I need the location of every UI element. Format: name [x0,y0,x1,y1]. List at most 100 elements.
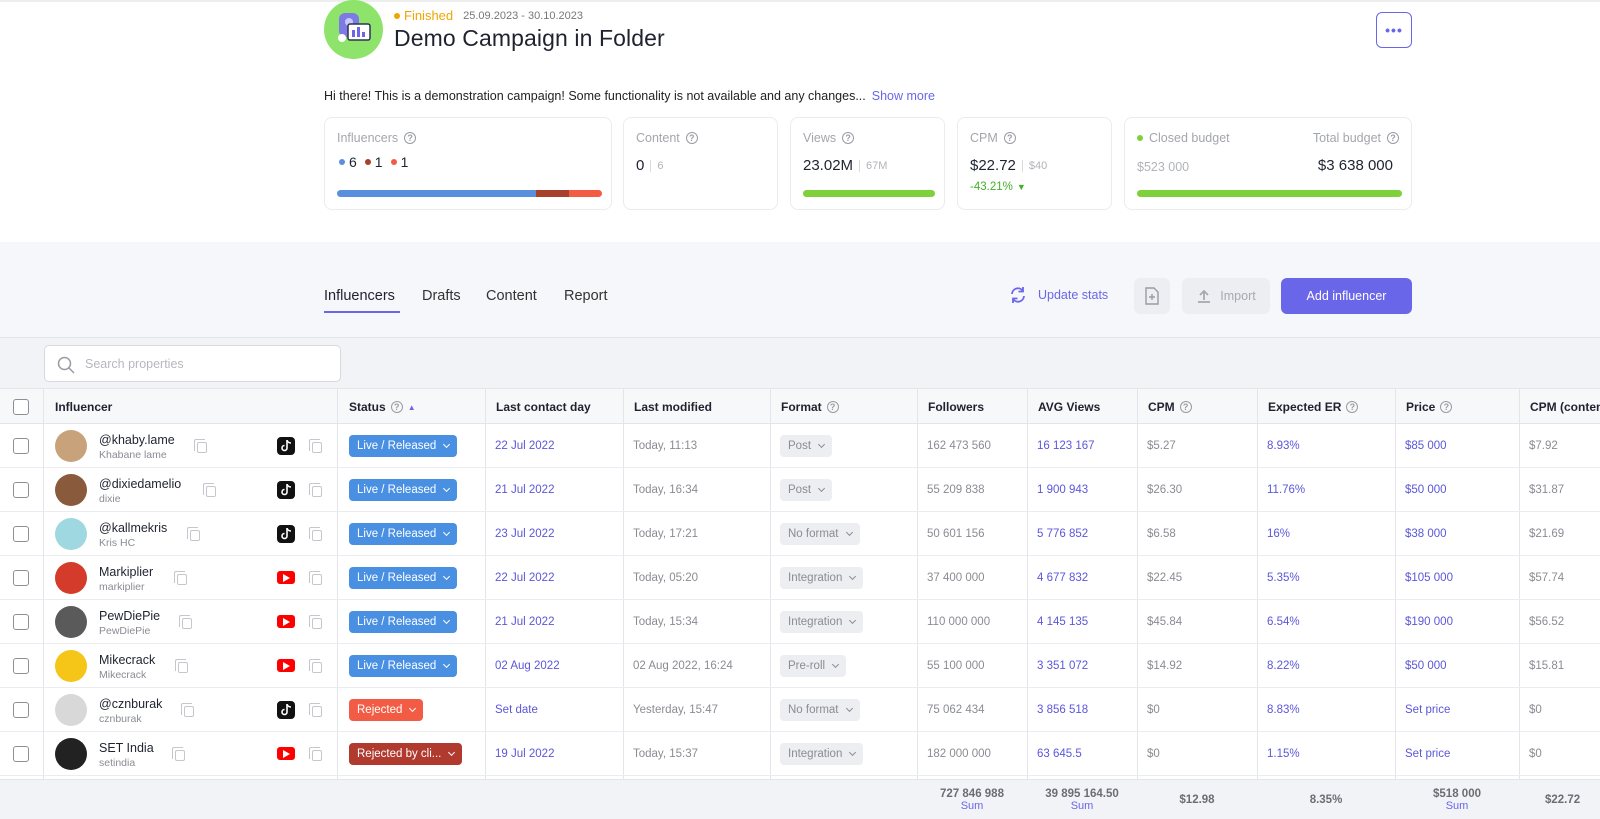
format-dropdown[interactable]: Integration [780,743,864,765]
row-checkbox[interactable] [13,438,29,454]
avatar[interactable] [55,606,87,638]
update-stats-button[interactable]: Update stats [1008,285,1108,305]
tiktok-icon[interactable] [277,525,295,543]
avatar[interactable] [55,738,87,770]
status-dropdown[interactable]: Live / Released [349,435,458,457]
tiktok-icon[interactable] [277,701,295,719]
table-row[interactable]: @khaby.lame Khabane lame Live / Released 22… [0,424,1600,468]
tab-influencers[interactable]: Influencers [324,288,395,304]
last-contact-day[interactable]: Set date [495,704,538,716]
avatar[interactable] [55,518,87,550]
row-checkbox[interactable] [13,614,29,630]
table-row[interactable]: @kallmekris Kris HC Live / Released 23 Jul … [0,512,1600,556]
column-format[interactable]: Format? [771,389,839,425]
expected-er[interactable]: 1.15% [1267,748,1300,760]
last-contact-day[interactable]: 22 Jul 2022 [495,440,555,452]
avatar[interactable] [55,474,87,506]
tiktok-icon[interactable] [277,437,295,455]
table-row[interactable]: PewDiePie PewDiePie Live / Released 21 Jul … [0,600,1600,644]
status-dropdown[interactable]: Live / Released [349,479,458,501]
status-dropdown[interactable]: Live / Released [349,655,458,677]
table-row[interactable]: Mikecrack Mikecrack Live / Released 02 Aug … [0,644,1600,688]
copy-icon[interactable] [309,439,322,453]
last-contact-day[interactable]: 23 Jul 2022 [495,528,555,540]
price[interactable]: $50 000 [1405,484,1447,496]
column-price[interactable]: Price? [1396,389,1453,425]
table-row[interactable]: @cznburak cznburak Rejected Set date Yesterd… [0,688,1600,732]
copy-icon[interactable] [181,703,194,717]
expected-er[interactable]: 5.35% [1267,572,1300,584]
price[interactable]: $190 000 [1405,616,1453,628]
last-contact-day[interactable]: 19 Jul 2022 [495,748,555,760]
column-followers[interactable]: Followers [928,400,985,414]
export-file-button[interactable] [1134,278,1170,314]
row-checkbox[interactable] [13,702,29,718]
copy-icon[interactable] [174,571,187,585]
price[interactable]: $105 000 [1405,572,1453,584]
avatar[interactable] [55,694,87,726]
row-checkbox[interactable] [13,482,29,498]
avg-views[interactable]: 63 645.5 [1037,748,1082,760]
avg-views[interactable]: 16 123 167 [1037,440,1095,452]
help-icon[interactable]: ? [1003,132,1016,144]
youtube-icon[interactable] [277,615,295,628]
help-icon[interactable]: ? [404,132,417,144]
help-icon[interactable]: ? [1346,401,1359,413]
row-checkbox[interactable] [13,746,29,762]
format-dropdown[interactable]: Post [780,479,833,501]
column-influencer[interactable]: Influencer [55,400,113,414]
influencer-name[interactable]: @dixiedamelio [99,477,182,491]
youtube-icon[interactable] [277,747,295,760]
avg-views[interactable]: 1 900 943 [1037,484,1089,496]
column-expected-er[interactable]: Expected ER? [1258,389,1359,425]
last-contact-day[interactable]: 21 Jul 2022 [495,616,555,628]
format-dropdown[interactable]: Integration [780,611,864,633]
copy-icon[interactable] [309,747,322,761]
price[interactable]: $38 000 [1405,528,1447,540]
copy-icon[interactable] [203,483,216,497]
help-icon[interactable]: ? [685,132,698,144]
last-contact-day[interactable]: 22 Jul 2022 [495,572,555,584]
copy-icon[interactable] [172,747,185,761]
copy-icon[interactable] [309,615,322,629]
expected-er[interactable]: 8.83% [1267,704,1300,716]
copy-icon[interactable] [309,527,322,541]
avg-views[interactable]: 3 351 072 [1037,660,1089,672]
last-contact-day[interactable]: 02 Aug 2022 [495,660,560,672]
price[interactable]: Set price [1405,704,1451,716]
select-all-checkbox[interactable] [13,399,29,415]
youtube-icon[interactable] [277,571,295,584]
help-icon[interactable]: ? [842,132,855,144]
status-dropdown[interactable]: Live / Released [349,523,458,545]
expected-er[interactable]: 16% [1267,528,1291,540]
influencer-name[interactable]: Mikecrack [99,653,156,667]
avg-views[interactable]: 4 145 135 [1037,616,1089,628]
status-dropdown[interactable]: Rejected [349,699,424,721]
tab-drafts[interactable]: Drafts [422,288,461,304]
tiktok-icon[interactable] [277,481,295,499]
expected-er[interactable]: 8.93% [1267,440,1300,452]
copy-icon[interactable] [309,483,322,497]
copy-icon[interactable] [309,703,322,717]
row-checkbox[interactable] [13,570,29,586]
help-icon[interactable]: ? [1440,401,1453,413]
status-dropdown[interactable]: Rejected by cli... [349,743,463,765]
column-last-contact[interactable]: Last contact day [496,400,591,414]
more-options-button[interactable]: ••• [1376,12,1412,48]
format-dropdown[interactable]: No format [780,699,860,721]
copy-icon[interactable] [309,571,322,585]
last-contact-day[interactable]: 21 Jul 2022 [495,484,555,496]
tab-content[interactable]: Content [486,288,537,304]
table-row[interactable]: @dixiedamelio dixie Live / Released 21 Jul … [0,468,1600,512]
price[interactable]: $50 000 [1405,660,1447,672]
format-dropdown[interactable]: Pre-roll [780,655,847,677]
column-status[interactable]: Status? ▲ [339,389,416,425]
tab-report[interactable]: Report [564,288,608,304]
price[interactable]: Set price [1405,748,1451,760]
avg-views[interactable]: 5 776 852 [1037,528,1089,540]
expected-er[interactable]: 8.22% [1267,660,1300,672]
format-dropdown[interactable]: Post [780,435,833,457]
column-avg-views[interactable]: AVG Views [1038,400,1101,414]
table-row[interactable]: Markiplier markiplier Live / Released 22 Ju… [0,556,1600,600]
format-dropdown[interactable]: Integration [780,567,864,589]
